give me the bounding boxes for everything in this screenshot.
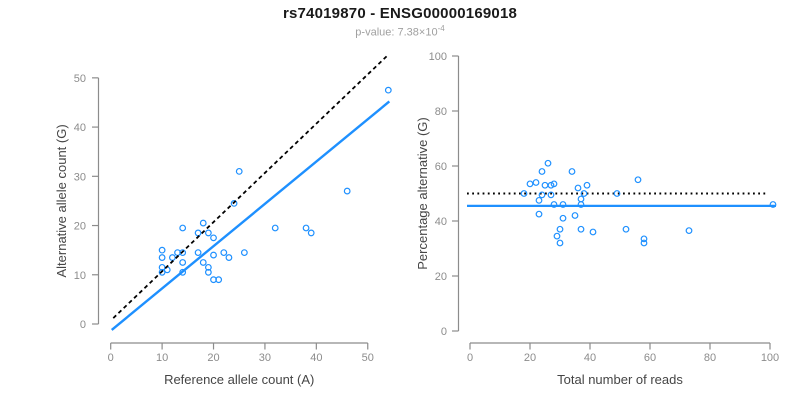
data-point (538, 168, 546, 175)
left-scatter-plot: 0 10 20 30 40 50 0 10 20 30 40 50 Reference allele c… (54, 55, 392, 387)
right-scatter-plot: 0 20 40 60 80 100 0 20 40 60 80 100 Total number of … (415, 51, 779, 387)
data-point (550, 180, 558, 188)
data-point (544, 159, 552, 167)
data-point (343, 187, 351, 195)
p-value-text: p-value: 7.38×10 (355, 26, 438, 39)
y-tick-label: 60 (435, 161, 447, 173)
data-point (194, 249, 202, 257)
y-axis-title: Alternative allele count (G) (54, 124, 69, 277)
data-point (230, 199, 238, 207)
x-tick-label: 40 (310, 352, 322, 364)
data-point (384, 86, 392, 94)
data-point (577, 225, 585, 233)
data-point (577, 195, 585, 203)
data-point (179, 224, 187, 232)
x-tick-label: 10 (156, 352, 168, 364)
p-value-subtitle: p-value: 7.38×10-4 (0, 24, 800, 39)
data-point (225, 254, 233, 261)
x-axis-title: Total number of reads (557, 372, 683, 387)
data-point (179, 259, 187, 266)
data-point (520, 190, 528, 197)
x-tick-label: 0 (467, 352, 473, 364)
x-tick-label: 40 (584, 352, 596, 364)
data-point (538, 191, 546, 199)
data-point (220, 249, 228, 257)
data-point (210, 234, 217, 242)
y-tick-label: 20 (74, 221, 86, 233)
data-point (158, 268, 166, 276)
data-point (168, 254, 176, 261)
data-point (210, 251, 217, 259)
data-point (158, 254, 166, 261)
data-point (204, 268, 212, 276)
data-point (559, 214, 567, 222)
data-point (583, 181, 591, 189)
x-tick-label: 100 (761, 352, 779, 364)
p-value-exponent: -4 (437, 24, 445, 33)
data-point (568, 168, 576, 175)
data-point (526, 180, 534, 188)
data-point (634, 176, 642, 184)
data-point (199, 259, 207, 266)
data-point (532, 179, 540, 186)
y-tick-label: 40 (435, 216, 447, 228)
y-tick-label: 50 (74, 73, 86, 85)
data-point (613, 190, 621, 197)
data-point (571, 212, 579, 219)
data-point (559, 201, 567, 208)
data-point (547, 191, 555, 199)
x-tick-label: 20 (207, 352, 219, 364)
data-point (240, 249, 248, 257)
data-point (574, 184, 582, 192)
data-point (589, 228, 597, 236)
data-point (535, 210, 543, 218)
y-tick-label: 40 (74, 122, 86, 134)
data-point (307, 229, 315, 237)
data-point (556, 239, 564, 247)
data-point (622, 225, 630, 233)
data-point (685, 227, 693, 235)
data-point (199, 219, 207, 227)
data-point (179, 249, 187, 257)
x-tick-label: 30 (259, 352, 271, 364)
y-tick-label: 100 (429, 51, 447, 63)
y-tick-label: 80 (435, 106, 447, 118)
data-point (204, 263, 212, 271)
y-tick-label: 0 (441, 326, 447, 338)
data-point (204, 229, 212, 237)
x-tick-label: 60 (644, 352, 656, 364)
data-point (577, 201, 585, 208)
data-point (541, 181, 549, 189)
y-axis-title: Percentage alternative (G) (415, 117, 430, 269)
data-point (158, 246, 166, 254)
data-point (194, 229, 202, 237)
y-tick-label: 0 (80, 319, 86, 331)
data-point (556, 225, 564, 233)
data-point (302, 224, 310, 232)
x-tick-label: 0 (108, 352, 114, 364)
data-point (215, 276, 223, 284)
data-point (640, 235, 648, 243)
x-tick-label: 50 (362, 352, 374, 364)
data-point (580, 190, 588, 197)
y-tick-label: 20 (435, 271, 447, 283)
identity-line (112, 55, 388, 319)
x-tick-label: 20 (524, 352, 536, 364)
data-point (553, 232, 561, 240)
y-tick-label: 30 (74, 171, 86, 183)
data-point (535, 196, 543, 204)
data-point (640, 239, 648, 247)
page-title: rs74019870 - ENSG00000169018 (282, 5, 518, 22)
data-point (550, 201, 558, 208)
y-tick-label: 10 (74, 270, 86, 282)
x-axis-title: Reference allele count (A) (164, 372, 314, 387)
data-point (769, 201, 777, 208)
regression-line (110, 100, 391, 331)
data-point (235, 167, 243, 175)
x-tick-label: 80 (704, 352, 716, 364)
data-point (271, 224, 279, 232)
